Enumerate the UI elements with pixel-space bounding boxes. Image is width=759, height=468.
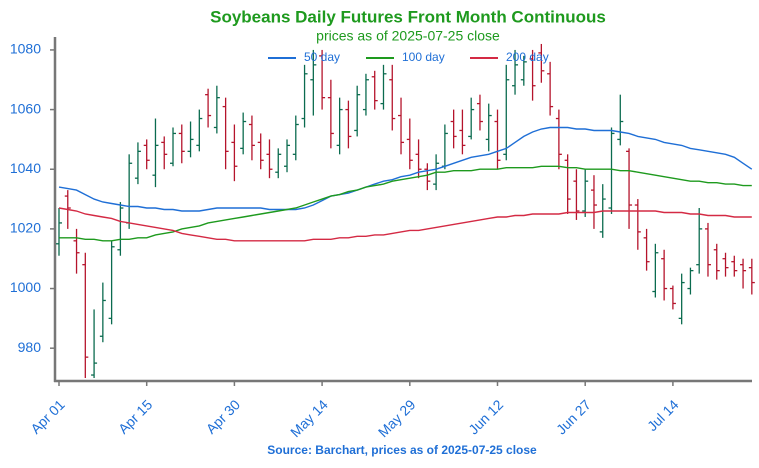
x-tick-label: Jul 14 <box>644 396 682 434</box>
x-tick-label: Jun 12 <box>465 396 506 437</box>
legend-label: 50 day <box>304 50 340 64</box>
legend-label: 200 day <box>506 50 549 64</box>
y-tick-label: 1060 <box>10 100 41 116</box>
moving-average-line <box>58 207 752 242</box>
legend-label: 100 day <box>402 50 445 64</box>
x-tick-label: Apr 01 <box>27 396 68 437</box>
x-tick-label: Apr 15 <box>115 396 156 437</box>
y-tick-label: 980 <box>18 339 42 355</box>
moving-average-line <box>59 165 752 242</box>
y-tick-label: 1020 <box>10 220 41 236</box>
x-tick-label: May 29 <box>375 396 419 440</box>
y-tick-label: 1040 <box>10 160 41 176</box>
x-tick-label: Apr 30 <box>203 396 244 437</box>
source-note: Source: Barchart, prices as of 2025-07-2… <box>267 443 537 457</box>
x-tick-label: May 14 <box>287 396 331 440</box>
moving-average-line <box>58 126 753 212</box>
y-tick-label: 1000 <box>10 279 41 295</box>
chart-subtitle: prices as of 2025-07-25 close <box>316 28 500 44</box>
y-tick-label: 1080 <box>10 41 41 57</box>
x-tick-label: Jun 27 <box>553 396 594 437</box>
chart-title: Soybeans Daily Futures Front Month Conti… <box>210 7 606 26</box>
